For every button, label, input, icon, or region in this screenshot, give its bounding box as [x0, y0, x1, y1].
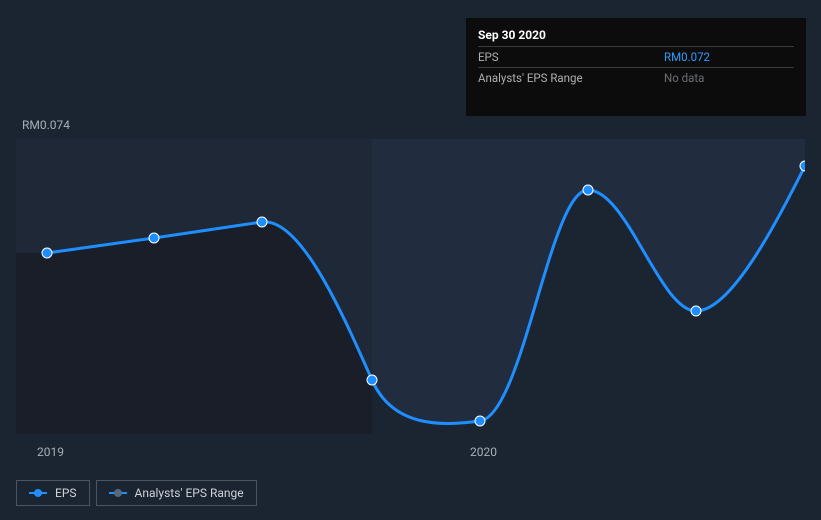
- y-axis-top-label: RM0.074: [22, 118, 70, 132]
- chart-legend: EPS Analysts' EPS Range: [16, 480, 257, 506]
- legend-label: EPS: [55, 486, 77, 500]
- legend-swatch-icon: [29, 490, 47, 496]
- tooltip-label: Analysts' EPS Range: [478, 71, 583, 85]
- tooltip-label: EPS: [478, 50, 499, 64]
- tooltip-value: RM0.072: [664, 50, 794, 64]
- data-point[interactable]: [691, 306, 701, 316]
- eps-chart-container: Sep 30 2020 EPS RM0.072 Analysts' EPS Ra…: [0, 0, 821, 520]
- legend-label: Analysts' EPS Range: [135, 486, 244, 500]
- data-point[interactable]: [583, 185, 593, 195]
- tooltip-date: Sep 30 2020: [478, 28, 794, 46]
- data-point[interactable]: [42, 248, 52, 258]
- tooltip-row-eps: EPS RM0.072: [478, 46, 794, 67]
- x-axis-label-2019: 2019: [37, 445, 64, 459]
- data-point[interactable]: [475, 416, 485, 426]
- data-point[interactable]: [367, 375, 377, 385]
- eps-line-chart[interactable]: [16, 139, 805, 434]
- x-axis-label-2020: 2020: [470, 445, 497, 459]
- chart-tooltip: Sep 30 2020 EPS RM0.072 Analysts' EPS Ra…: [466, 18, 806, 116]
- data-point[interactable]: [257, 217, 267, 227]
- legend-swatch-icon: [109, 490, 127, 496]
- tooltip-row-range: Analysts' EPS Range No data: [478, 67, 794, 88]
- legend-item-eps[interactable]: EPS: [16, 480, 90, 506]
- legend-item-analysts-range[interactable]: Analysts' EPS Range: [96, 480, 257, 506]
- tooltip-value: No data: [664, 71, 794, 85]
- data-point[interactable]: [149, 233, 159, 243]
